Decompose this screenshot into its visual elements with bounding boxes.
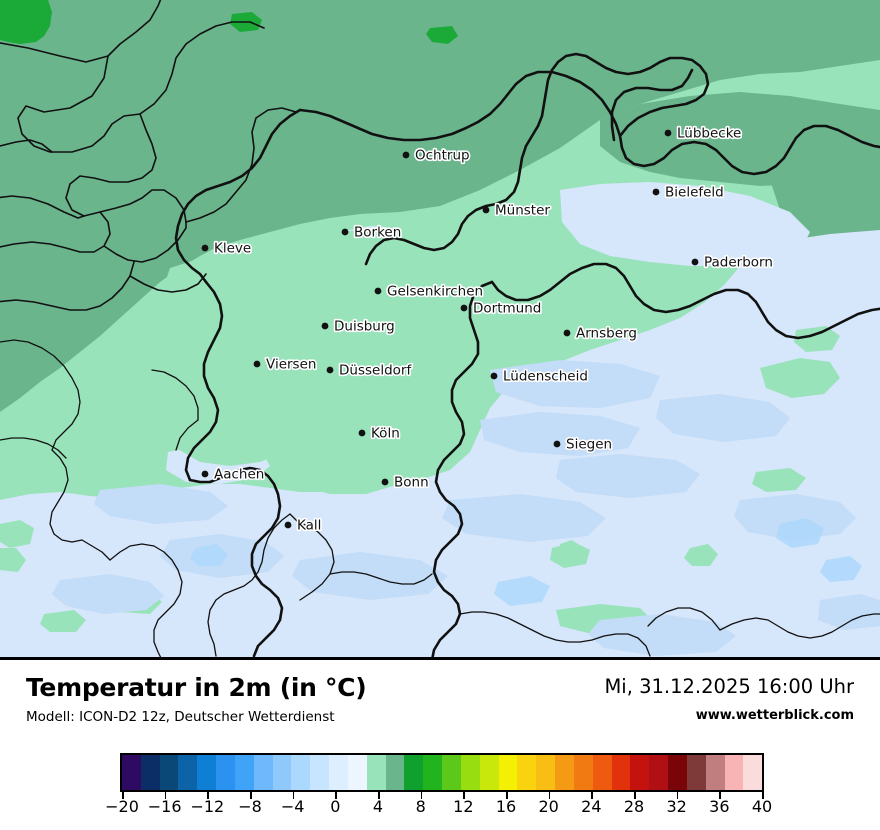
colorbar-swatch [404,755,424,790]
colorbar-swatch [743,755,763,790]
colorbar-swatch [668,755,687,790]
colorbar-swatch [517,755,537,790]
colorbar-swatch [178,755,198,790]
temp-speckles-deeper-blue [190,518,862,606]
colorbar-tick-label: −8 [238,797,262,816]
colorbar-tick-label: −20 [105,797,139,816]
colorbar-swatch [122,755,141,790]
colorbar-swatch [234,755,254,790]
page-title: Temperatur in 2m (in °C) [26,673,367,702]
colorbar-swatch [366,755,386,790]
colorbar-tick [420,792,423,799]
colorbar-tick-label: 4 [372,797,384,816]
colorbar-swatch [498,755,518,790]
colorbar-swatch [253,755,273,790]
source-website: www.wetterblick.com [695,708,854,723]
colorbar-tick-label: 0 [330,797,341,816]
colorbar-swatch [573,755,593,790]
colorbar-swatch [291,755,311,790]
temp-patch-vivid-green-c [426,26,458,44]
colorbar-swatch [611,755,631,790]
colorbar-tick-label: −16 [147,797,182,816]
colorbar-tick [207,792,209,799]
colorbar-tick [676,792,679,799]
colorbar-tick [719,792,721,799]
colorbar-tick [122,792,124,799]
colorbar-tick-label: −12 [190,797,225,816]
colorbar-swatch [649,755,669,790]
colorbar-tick-label: 16 [495,797,517,816]
colorbar-swatch [329,755,348,790]
colorbar-swatch [442,755,461,790]
colorbar-tick [506,792,508,799]
colorbar-swatch [272,755,292,790]
colorbar-swatch [592,755,612,790]
temp-patch-dark-green-ne [600,92,880,186]
temp-patch-mid-green-koeln [280,382,470,494]
colorbar-tick [463,792,465,799]
temp-band-dark-green [0,0,880,412]
colorbar-swatch [159,755,179,790]
colorbar-swatch [423,755,443,790]
colorbar-tick-label: 36 [709,797,730,816]
colorbar-swatch [385,755,405,790]
colorbar-swatch [536,755,556,790]
colorbar-tick-label: 28 [623,797,645,816]
colorbar-tick [591,792,593,799]
colorbar-tick [164,792,167,799]
colorbar-swatch [630,755,650,790]
temp-speckles-pale-blue [52,360,880,656]
colorbar-ticks [120,792,764,800]
colorbar-swatch [140,755,160,790]
colorbar-tick-label: 40 [751,797,773,816]
colorbar-tick [292,792,295,799]
colorbar-swatch [555,755,574,790]
colorbar-tick-label: 20 [538,797,559,816]
admin-borders [0,0,297,311]
colorbar-tick [548,792,551,799]
colorbar-tick [762,792,764,799]
colorbar-legend: −20 −16 −12 −8 −4 0 4 8 12 16 20 24 28 32 36 40 [0,753,880,828]
colorbar-swatch [310,755,330,790]
colorbar-gradient [120,753,764,792]
colorbar-swatch [216,755,235,790]
colorbar-tick-label: −4 [280,797,305,816]
temp-band-mid-green-center [150,196,560,466]
colorbar-swatch [347,755,367,790]
colorbar-tick [335,792,337,799]
colorbar-tick-label: 8 [415,797,426,816]
colorbar-swatch [460,755,480,790]
colorbar-tick-label: 32 [666,797,687,816]
colorbar-tick-label: 24 [581,797,602,816]
colorbar-swatch [479,755,499,790]
meta-block: Mi, 31.12.2025 16:00 Uhr www.wetterblick… [604,675,854,723]
colorbar-tick [378,792,380,799]
colorbar-swatch [197,755,217,790]
colorbar-tick [634,792,636,799]
colorbar-tick [250,792,252,799]
temperature-map[interactable]: Lübbecke Bielefeld Ochtrup Münster Paderborn… [0,0,880,660]
title-block: Temperatur in 2m (in °C) Modell: ICON-D2… [26,673,367,725]
colorbar-tick-label: 12 [453,797,474,816]
temp-patch-light-blue-paderborn [560,182,810,266]
colorbar-swatch [686,755,706,790]
district-borders [0,339,880,657]
colorbar-swatch [705,755,725,790]
valid-timestamp: Mi, 31.12.2025 16:00 Uhr [604,675,854,698]
national-borders [174,52,880,657]
model-subtitle: Modell: ICON-D2 12z, Deutscher Wetterdie… [26,709,335,725]
temp-patch-vivid-green [0,0,52,44]
map-canvas[interactable]: LübbeckeBielefeldOchtrupMünsterPaderborn… [0,0,880,660]
colorbar-swatch [724,755,744,790]
map-footer: Temperatur in 2m (in °C) Modell: ICON-D2… [0,663,880,830]
colorbar-tick-labels: −20 −16 −12 −8 −4 0 4 8 12 16 20 24 28 32 36 40 [105,797,772,823]
